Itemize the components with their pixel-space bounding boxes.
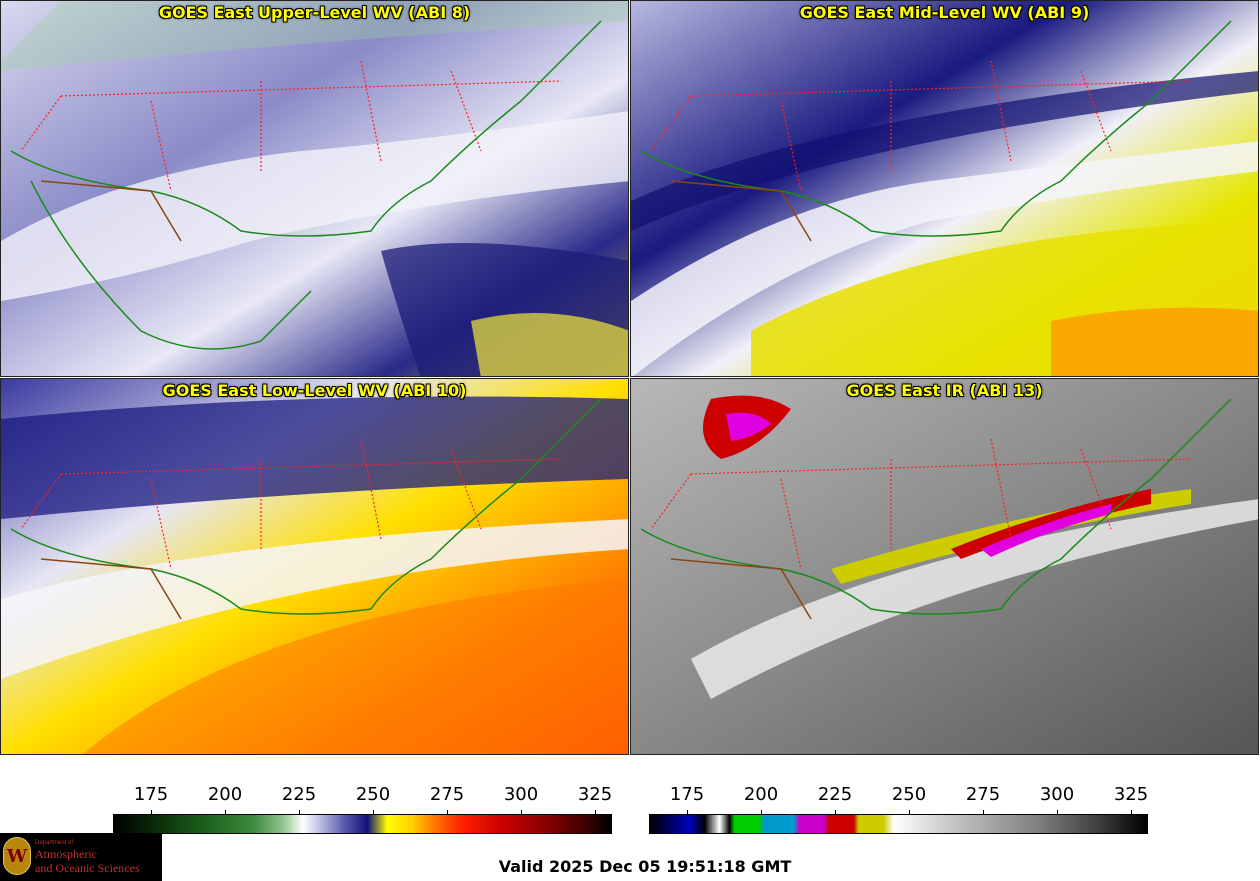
- wv-tick-mark: [225, 810, 226, 814]
- ir-tick-label: 300: [1039, 784, 1075, 805]
- panel-ir: GOES East IR (ABI 13): [630, 378, 1259, 755]
- wv-tick-mark: [299, 810, 300, 814]
- wv-tick-label: 275: [429, 784, 465, 805]
- panel-upper-level-wv: GOES East Upper-Level WV (ABI 8): [0, 0, 629, 377]
- wv-tick-mark: [373, 810, 374, 814]
- ir-tick-label: 250: [891, 784, 927, 805]
- ir-tick-label: 175: [669, 784, 705, 805]
- ir-tick-label: 325: [1113, 784, 1149, 805]
- ir-tick-mark: [909, 810, 910, 814]
- wv-tick-label: 200: [207, 784, 243, 805]
- ir-tick-mark: [1131, 810, 1132, 814]
- low-level-wv-image: [1, 379, 628, 754]
- mid-level-wv-image: [631, 1, 1258, 376]
- wv-tick-label: 250: [355, 784, 391, 805]
- ir-tick-mark: [761, 810, 762, 814]
- ir-tick-label: 225: [817, 784, 853, 805]
- upper-level-wv-image: [1, 1, 628, 376]
- logo-dept-text: Department of: [35, 840, 74, 846]
- panel-title: GOES East Mid-Level WV (ABI 9): [799, 3, 1090, 22]
- ir-image: [631, 379, 1258, 754]
- ir-tick-mark: [1057, 810, 1058, 814]
- aos-logo: W Department of Atmospheric and Oceanic …: [0, 833, 162, 881]
- wv-tick-label: 225: [281, 784, 317, 805]
- panel-low-level-wv: GOES East Low-Level WV (ABI 10): [0, 378, 629, 755]
- wv-tick-label: 325: [577, 784, 613, 805]
- ir-tick-mark: [835, 810, 836, 814]
- ir-colorbar-gradient: [649, 814, 1148, 834]
- logo-line1: Atmospheric: [35, 847, 97, 861]
- wv-tick-label: 175: [133, 784, 169, 805]
- wv-colorbar-gradient: [113, 814, 612, 834]
- panel-title: GOES East Upper-Level WV (ABI 8): [158, 3, 471, 22]
- ir-colorbar: 175 200 225 250 275 300 325: [0, 780, 1260, 834]
- panel-mid-level-wv: GOES East Mid-Level WV (ABI 9): [630, 0, 1259, 377]
- logo-line2: and Oceanic Sciences: [35, 861, 140, 875]
- ir-tick-label: 275: [965, 784, 1001, 805]
- panel-title: GOES East Low-Level WV (ABI 10): [162, 381, 467, 400]
- ir-tick-label: 200: [743, 784, 779, 805]
- wv-tick-mark: [521, 810, 522, 814]
- wv-tick-mark: [151, 810, 152, 814]
- wv-tick-mark: [595, 810, 596, 814]
- ir-tick-mark: [983, 810, 984, 814]
- panel-title: GOES East IR (ABI 13): [846, 381, 1043, 400]
- ir-tick-mark: [687, 810, 688, 814]
- valid-time: Valid 2025 Dec 05 19:51:18 GMT: [498, 857, 792, 876]
- wv-colorbar: 175 200 225 250 275 300 325: [0, 780, 630, 834]
- uw-seal-icon: W: [3, 837, 31, 875]
- wv-tick-label: 300: [503, 784, 539, 805]
- wv-tick-mark: [447, 810, 448, 814]
